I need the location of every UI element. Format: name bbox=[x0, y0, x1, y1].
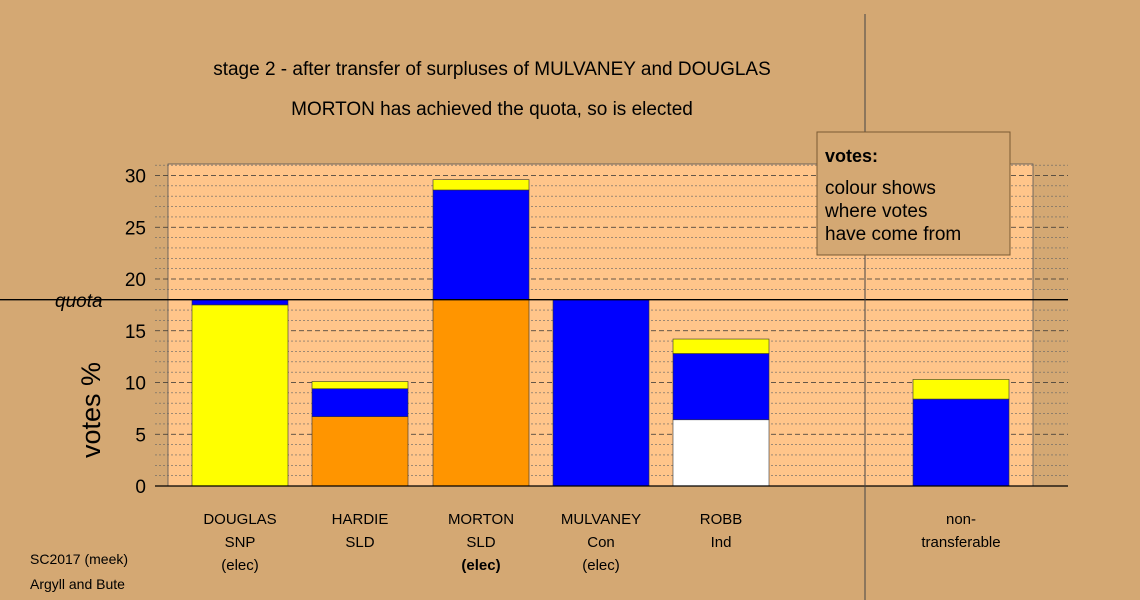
legend-title: votes: bbox=[825, 146, 878, 166]
bar-segment bbox=[191, 304, 289, 487]
legend-line: have come from bbox=[825, 224, 961, 245]
footnote-method: SC2017 (meek) bbox=[30, 551, 128, 567]
category-label: SNP bbox=[225, 534, 256, 551]
bar-segment bbox=[311, 381, 409, 390]
legend: votes: colour shows where votes have com… bbox=[816, 131, 1011, 256]
category-label: non- bbox=[946, 511, 976, 528]
y-tick-label: 15 bbox=[125, 322, 146, 343]
y-tick-label: 10 bbox=[125, 374, 146, 395]
category-label: SLD bbox=[345, 534, 374, 551]
chart-title: stage 2 - after transfer of surpluses of… bbox=[213, 59, 771, 80]
y-tick-label: 0 bbox=[135, 477, 146, 498]
category-label: Con bbox=[587, 534, 615, 551]
category-label: ROBB bbox=[700, 511, 743, 528]
bar-segment bbox=[912, 398, 1010, 487]
y-tick-label: 20 bbox=[125, 270, 146, 291]
legend-line: where votes bbox=[824, 201, 927, 222]
category-label: DOUGLAS bbox=[203, 511, 276, 528]
category-label: HARDIE bbox=[332, 511, 389, 528]
bar-segment bbox=[311, 388, 409, 417]
y-tick-label: 5 bbox=[135, 425, 146, 446]
legend-box bbox=[816, 131, 1011, 256]
footnote-area: Argyll and Bute bbox=[30, 576, 125, 592]
category-label: MULVANEY bbox=[561, 511, 641, 528]
category-label: SLD bbox=[466, 534, 495, 551]
bar-segment bbox=[191, 299, 289, 306]
category-label: (elec) bbox=[582, 557, 620, 574]
category-label: (elec) bbox=[461, 557, 500, 574]
category-label: (elec) bbox=[221, 557, 259, 574]
bar-segment bbox=[672, 353, 770, 421]
category-labels: DOUGLAS SNP (elec) HARDIE SLD MORTON SLD (elec)… bbox=[203, 511, 1000, 574]
y-tick-label: 25 bbox=[125, 218, 146, 239]
chart-subtitle: MORTON has achieved the quota, so is ele… bbox=[291, 99, 693, 120]
bar-segment bbox=[432, 179, 530, 191]
bar-segment bbox=[311, 416, 409, 487]
category-label: MORTON bbox=[448, 511, 514, 528]
category-label: transferable bbox=[921, 534, 1000, 551]
quota-label: quota bbox=[55, 291, 103, 312]
bar-segment bbox=[672, 338, 770, 354]
y-axis-label: votes % bbox=[76, 362, 106, 458]
category-label: Ind bbox=[711, 534, 732, 551]
axes: 0 5 10 15 20 25 30 bbox=[0, 14, 1068, 600]
legend-line: colour shows bbox=[825, 178, 936, 199]
bar-segment bbox=[672, 419, 770, 487]
y-tick-label: 30 bbox=[125, 167, 146, 188]
bar-segment bbox=[912, 379, 1010, 400]
bar-segment bbox=[552, 299, 650, 487]
bar-segment bbox=[432, 299, 530, 487]
bars bbox=[191, 179, 1010, 487]
bar-segment bbox=[432, 189, 530, 301]
